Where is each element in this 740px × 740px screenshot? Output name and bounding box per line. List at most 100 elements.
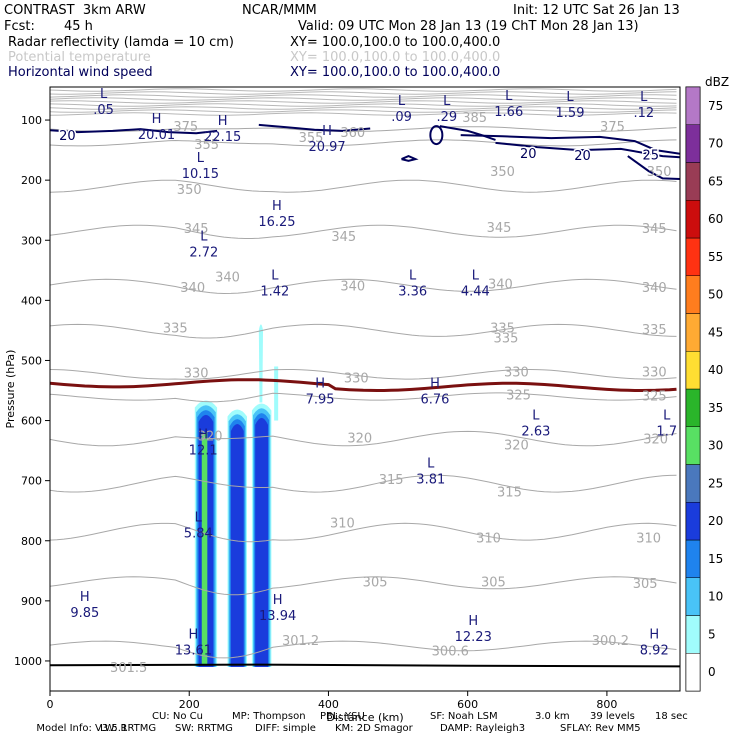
y-tick-label: 300 [21, 234, 42, 247]
theta-contour [50, 106, 677, 110]
extremum-value: 13.61 [175, 644, 212, 659]
extremum-value: 10.15 [182, 167, 219, 182]
model-title: CONTRAST 3km ARW [4, 3, 146, 18]
theta-label: 340 [642, 281, 667, 296]
colorbar-swatch [685, 200, 701, 239]
extremum-value: .09 [391, 110, 412, 125]
theta-label: 320 [198, 430, 223, 445]
extremum-value: 2.63 [521, 424, 550, 439]
wind-contour [258, 123, 371, 132]
field-wind-xy: XY= 100.0,100.0 to 100.0,400.0 [290, 65, 501, 80]
extremum-marker: L [100, 87, 108, 102]
extremum-value: 9.85 [70, 606, 99, 621]
extremum-value: 16.25 [258, 215, 295, 230]
wind-label: 20 [574, 149, 591, 164]
footer-line-1: Model Info: V3.5.1 [30, 711, 127, 735]
colorbar-label: 40 [708, 363, 723, 377]
colorbar-label: 45 [708, 325, 723, 339]
colorbar-label: 50 [708, 288, 723, 302]
theta-label: 305 [633, 577, 658, 592]
plot-area: 375 385 375 360 355 355 350 350 350 345 345 345 345 3… [50, 87, 680, 676]
colorbar-label: 55 [708, 250, 723, 264]
extremum-value: 12.23 [455, 630, 492, 645]
colorbar-swatch [685, 275, 701, 314]
colorbar-label: 15 [708, 552, 723, 566]
theta-label: 320 [504, 439, 529, 454]
footer-pbl: PBL: YSU [320, 711, 365, 722]
colorbar-swatch [685, 539, 701, 578]
extremum-marker: L [532, 408, 540, 423]
theta-label: 345 [642, 222, 667, 237]
extremum-marker: L [427, 456, 435, 471]
colorbar-title: dBZ [705, 75, 729, 89]
x-tick-label: 0 [47, 698, 54, 711]
reflectivity-core [201, 432, 208, 664]
colorbar-swatch [685, 464, 701, 503]
extremum-marker: L [271, 268, 279, 283]
extremum-value: 13.94 [259, 609, 296, 624]
field-theta-xy: XY= 100.0,100.0 to 100.0,400.0 [290, 50, 501, 65]
field-wind-name: Horizontal wind speed [8, 65, 153, 80]
theta-contour [50, 112, 677, 116]
colorbar-swatch [685, 162, 701, 201]
wind-contour [439, 125, 496, 141]
colorbar-label: 35 [708, 401, 723, 415]
theta-label: 330 [504, 365, 529, 380]
extremum-marker: H [430, 376, 440, 391]
y-tick-label: 500 [21, 354, 42, 367]
theta-label: 305 [363, 576, 388, 591]
theta-label: 350 [490, 165, 515, 180]
theta-contour [50, 94, 677, 98]
footer-lw: LW: RRTMG [100, 723, 157, 734]
extremum-marker: H [468, 614, 478, 629]
wind-speed-contours [50, 123, 680, 180]
extremum-marker: H [80, 590, 90, 605]
wind-label: 20 [59, 129, 76, 144]
theta-contour [50, 103, 677, 107]
theta-label: 340 [180, 281, 205, 296]
theta-contour [50, 224, 677, 239]
colorbar-swatch [685, 615, 701, 654]
theta-label: 310 [476, 532, 501, 547]
theta-label: 330 [184, 366, 209, 381]
footer-cu: CU: No Cu [152, 711, 203, 722]
footer-sw: SW: RRTMG [175, 723, 233, 734]
theta-contour [50, 139, 677, 147]
extremum-value: 1.66 [494, 105, 523, 120]
theta-label: 315 [497, 485, 522, 500]
field-radar-name: Radar reflectivity (lamda = 10 cm) [8, 35, 234, 50]
theta-label: 355 [194, 138, 219, 153]
theta-label: 315 [379, 473, 404, 488]
field-radar-xy: XY= 100.0,100.0 to 100.0,400.0 [290, 35, 501, 50]
extremum-marker: L [663, 408, 671, 423]
footer-timestep: 18 sec [655, 711, 688, 722]
extremum-marker: H [322, 124, 332, 139]
potential-temperature-contours [50, 88, 677, 659]
colorbar-label: 0 [708, 665, 716, 679]
theta-contour [50, 323, 677, 339]
plot-frame [49, 86, 681, 692]
footer-diff: DIFF: simple [255, 723, 316, 734]
footer-sflay: SFLAY: Rev MM5 [560, 723, 641, 734]
colorbar-label: 30 [708, 439, 723, 453]
extremum-value: .05 [93, 103, 114, 118]
reflectivity-plume [258, 324, 264, 403]
theta-label: 300.6 [432, 645, 469, 660]
theta-label: 301.5 [110, 661, 147, 676]
theta-label: 355 [299, 131, 324, 146]
theta-label: 300.2 [592, 634, 629, 649]
organization-label: NCAR/MMM [242, 3, 317, 18]
extremum-marker: L [472, 268, 480, 283]
theta-label: 310 [636, 532, 661, 547]
extremum-marker: H [189, 628, 199, 643]
x-tick-label: 200 [179, 698, 200, 711]
theta-contour [50, 179, 677, 193]
extremum-value: 20.01 [138, 128, 175, 143]
wind-contour [627, 155, 680, 180]
theta-label: 375 [600, 120, 625, 135]
colorbar-label: 25 [708, 476, 723, 490]
init-time: Init: 12 UTC Sat 26 Jan 13 [513, 3, 680, 18]
theta-contour [50, 88, 677, 92]
y-tick-label: 800 [21, 535, 42, 548]
reflectivity-cell [255, 417, 268, 667]
